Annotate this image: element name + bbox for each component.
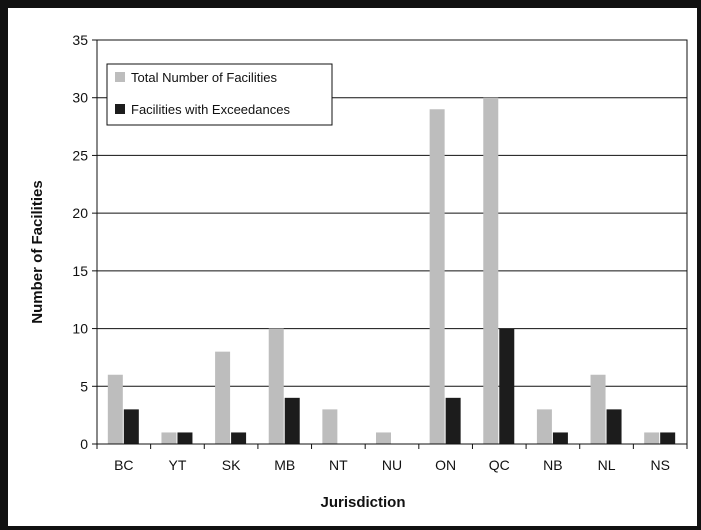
- bar-total-bc: [107, 374, 123, 444]
- bar-exceedances-nb: [552, 432, 568, 444]
- x-tick-label-nu: NU: [382, 457, 402, 473]
- bar-exceedances-nl: [606, 409, 622, 444]
- frame-bottom-edge: [0, 526, 701, 530]
- y-tick-label-25: 25: [72, 147, 88, 163]
- y-tick-labels: 0 5 10 15 20 25 30 35: [72, 32, 88, 452]
- y-tick-label-35: 35: [72, 32, 88, 48]
- plot-area-frame: [96, 39, 688, 445]
- legend: Total Number of Facilities Facilities wi…: [106, 63, 333, 126]
- x-tick-label-sk: SK: [222, 457, 241, 473]
- bar-exceedances-qc: [499, 328, 515, 444]
- y-tick-label-15: 15: [72, 263, 88, 279]
- x-tick-label-bc: BC: [114, 457, 133, 473]
- legend-swatch-exceedances: [115, 104, 125, 114]
- bars: [107, 97, 676, 444]
- bar-total-sk: [215, 351, 231, 444]
- y-axis-title: Number of Facilities: [29, 180, 46, 323]
- y-tick-label-20: 20: [72, 205, 88, 221]
- bar-exceedances-bc: [123, 409, 139, 444]
- bar-total-yt: [161, 432, 177, 444]
- legend-label-total: Total Number of Facilities: [131, 70, 277, 85]
- bar-total-on: [429, 109, 445, 444]
- x-tick-label-nb: NB: [543, 457, 562, 473]
- bar-exceedances-mb: [284, 397, 300, 444]
- legend-label-exceedances: Facilities with Exceedances: [131, 102, 290, 117]
- frame-left-edge: [0, 0, 8, 530]
- x-tick-label-qc: QC: [489, 457, 510, 473]
- frame-right-edge: [697, 0, 701, 530]
- x-tick-label-nl: NL: [598, 457, 616, 473]
- y-tick-label-10: 10: [72, 321, 88, 337]
- bar-total-nt: [322, 409, 338, 444]
- x-tick-label-yt: YT: [169, 457, 187, 473]
- bar-total-ns: [644, 432, 660, 444]
- bar-total-nu: [376, 432, 391, 444]
- x-tick-label-nt: NT: [329, 457, 348, 473]
- bar-total-mb: [268, 328, 284, 444]
- bar-total-nl: [590, 374, 606, 444]
- frame-top-edge: [0, 0, 701, 8]
- bar-exceedances-ns: [660, 432, 676, 444]
- y-tick-label-0: 0: [80, 436, 88, 452]
- legend-box: [106, 63, 333, 126]
- x-tick-label-on: ON: [435, 457, 456, 473]
- axes: [96, 39, 688, 449]
- bar-exceedances-sk: [231, 432, 247, 444]
- x-axis-title: Jurisdiction: [320, 494, 405, 511]
- y-tick-label-5: 5: [80, 378, 88, 394]
- x-tick-labels: BC YT SK MB NT NU ON QC NB NL NS: [114, 457, 670, 473]
- bar-exceedances-yt: [177, 432, 193, 444]
- y-tick-label-30: 30: [72, 90, 88, 106]
- x-tick-label-mb: MB: [274, 457, 295, 473]
- x-tick-label-ns: NS: [650, 457, 669, 473]
- bar-exceedances-on: [445, 397, 461, 444]
- bar-total-nb: [536, 409, 552, 444]
- legend-swatch-total: [115, 72, 125, 82]
- bar-total-qc: [483, 97, 499, 444]
